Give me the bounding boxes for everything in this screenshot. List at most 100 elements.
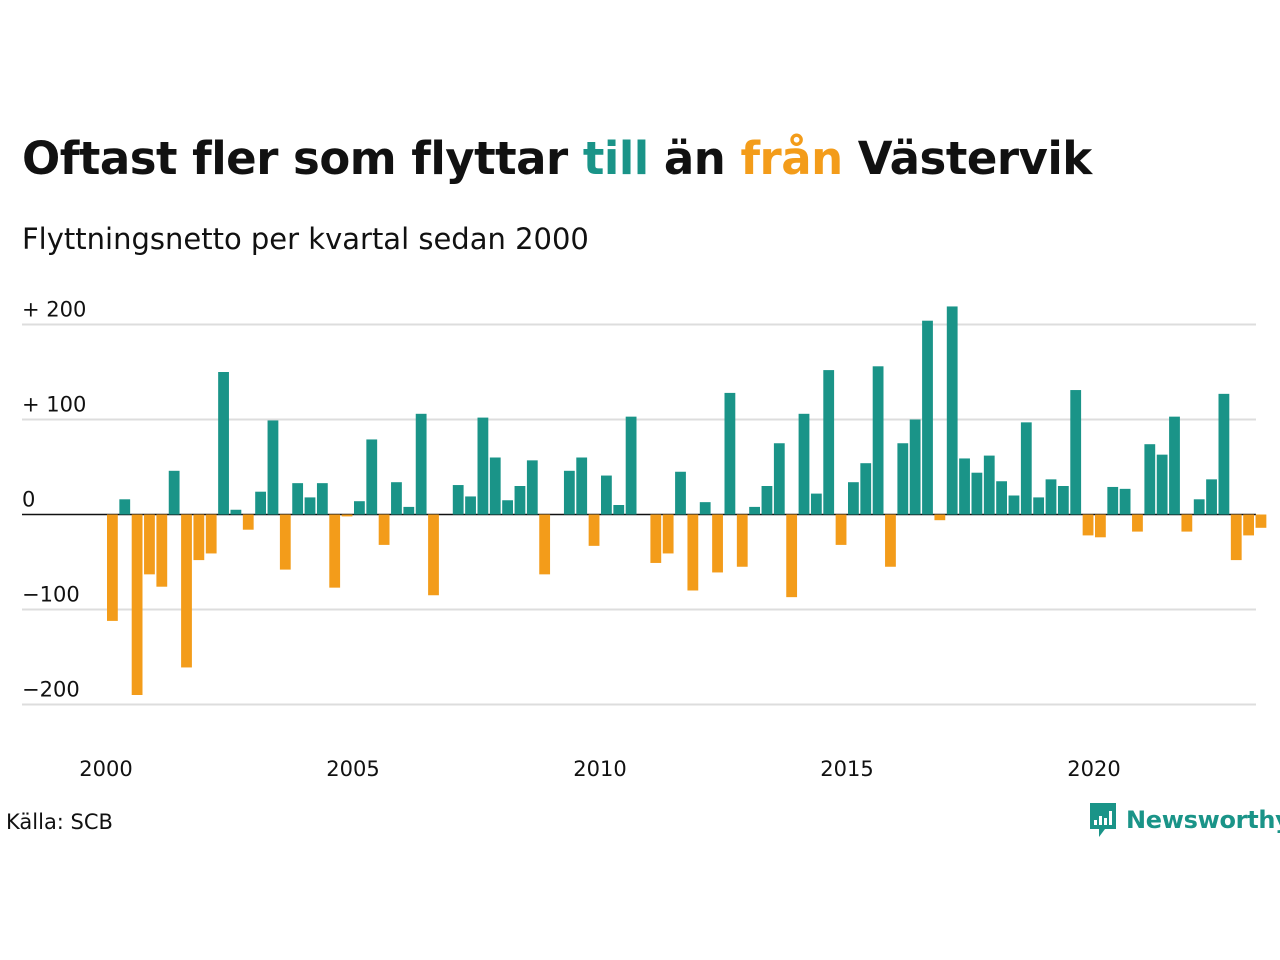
bar bbox=[514, 486, 526, 515]
x-tick-label: 2010 bbox=[573, 757, 626, 781]
bar bbox=[1045, 479, 1057, 515]
bar bbox=[909, 419, 921, 515]
bar bbox=[872, 366, 884, 515]
source-label: Källa: SCB bbox=[6, 810, 113, 834]
x-tick-label: 2000 bbox=[79, 757, 132, 781]
bar bbox=[428, 514, 439, 596]
bar bbox=[477, 417, 489, 515]
bar bbox=[934, 514, 946, 521]
bar bbox=[452, 485, 464, 515]
bar bbox=[1193, 499, 1205, 515]
bar bbox=[848, 482, 859, 515]
bar bbox=[465, 496, 476, 515]
y-tick-label: 0 bbox=[22, 488, 35, 512]
title-highlight-fran: från bbox=[740, 132, 843, 185]
bar bbox=[304, 497, 316, 515]
bar bbox=[131, 514, 143, 695]
bar bbox=[1181, 514, 1193, 532]
bar bbox=[526, 460, 538, 515]
title-part-3: än bbox=[648, 132, 741, 185]
bar bbox=[1230, 514, 1242, 561]
bar bbox=[205, 514, 217, 554]
bar bbox=[1082, 514, 1094, 536]
x-tick-label: 2015 bbox=[820, 757, 873, 781]
x-tick-label: 2020 bbox=[1067, 757, 1120, 781]
bar bbox=[996, 481, 1007, 515]
brand-name: Newsworthy bbox=[1126, 806, 1280, 834]
bar bbox=[588, 514, 600, 546]
bar bbox=[860, 463, 872, 515]
bar bbox=[576, 457, 588, 515]
bar bbox=[798, 413, 810, 515]
bar bbox=[502, 500, 513, 515]
bar bbox=[971, 472, 983, 515]
bar bbox=[119, 499, 131, 515]
bar bbox=[1033, 497, 1045, 515]
bar bbox=[1119, 488, 1131, 515]
bar bbox=[1243, 514, 1254, 536]
title-highlight-till: till bbox=[582, 132, 649, 185]
bar bbox=[1169, 416, 1180, 515]
bar bbox=[1255, 514, 1267, 528]
bar bbox=[650, 514, 662, 563]
bar bbox=[255, 491, 266, 515]
bar bbox=[1107, 486, 1119, 515]
bar bbox=[823, 370, 835, 515]
bar bbox=[1206, 479, 1217, 515]
bar bbox=[378, 514, 390, 545]
y-tick-label: + 200 bbox=[22, 298, 86, 322]
bar bbox=[1070, 390, 1082, 515]
bar bbox=[1095, 514, 1106, 538]
bar bbox=[946, 306, 958, 515]
bar bbox=[329, 514, 341, 588]
bar bbox=[687, 514, 699, 591]
bar bbox=[835, 514, 847, 545]
y-axis-tick-labels: + 200 + 100 0 −100 −200 bbox=[22, 298, 86, 702]
bar bbox=[193, 514, 205, 561]
bar bbox=[489, 457, 501, 515]
y-tick-label: −200 bbox=[22, 678, 80, 702]
bar bbox=[168, 470, 180, 515]
bar bbox=[773, 443, 785, 515]
bar bbox=[1156, 454, 1168, 515]
bar bbox=[959, 458, 970, 515]
bar bbox=[107, 514, 118, 621]
bar bbox=[242, 514, 254, 530]
bar bbox=[366, 439, 378, 515]
chart-title: Oftast fler som flyttar till än från Väs… bbox=[22, 132, 1092, 185]
x-axis-tick-labels: 2000 2005 2010 2015 2020 bbox=[79, 757, 1120, 781]
bar bbox=[699, 502, 711, 515]
bar bbox=[1020, 422, 1032, 515]
bar bbox=[230, 509, 242, 515]
bar bbox=[662, 514, 674, 554]
title-part-1: Oftast fler som flyttar bbox=[22, 132, 583, 185]
bar bbox=[292, 483, 304, 515]
bar bbox=[415, 413, 427, 515]
bar bbox=[625, 416, 637, 515]
bar bbox=[897, 443, 909, 515]
bar bbox=[786, 514, 798, 598]
y-tick-label: + 100 bbox=[22, 393, 86, 417]
bar bbox=[749, 506, 760, 515]
chart-bubble-icon bbox=[1090, 803, 1116, 837]
bar bbox=[156, 514, 168, 587]
bar bbox=[1144, 444, 1156, 515]
brand-logo: Newsworthy bbox=[1088, 802, 1280, 838]
bar bbox=[1057, 486, 1069, 515]
bar bbox=[761, 486, 773, 515]
x-tick-label: 2005 bbox=[326, 757, 379, 781]
bar bbox=[601, 475, 612, 515]
bar bbox=[1218, 393, 1230, 515]
chart-subtitle: Flyttningsnetto per kvartal sedan 2000 bbox=[22, 222, 589, 256]
bar bbox=[885, 514, 896, 567]
y-tick-label: −100 bbox=[22, 583, 80, 607]
bar bbox=[1008, 495, 1020, 515]
bar bbox=[922, 320, 933, 515]
bar bbox=[341, 514, 353, 517]
bar bbox=[354, 501, 365, 515]
bar bbox=[712, 514, 723, 573]
bar bbox=[403, 506, 415, 515]
title-part-5: Västervik bbox=[842, 132, 1092, 185]
bar bbox=[391, 482, 402, 515]
